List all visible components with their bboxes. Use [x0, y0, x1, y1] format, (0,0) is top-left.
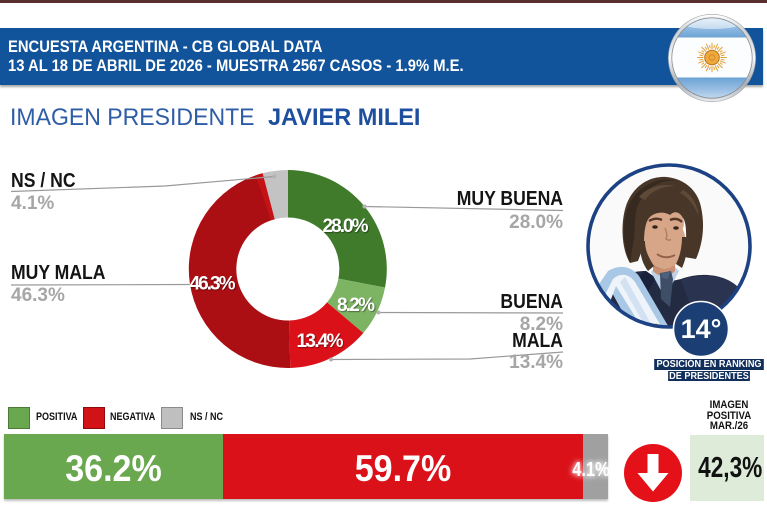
svg-text:14°: 14° — [681, 314, 722, 344]
svg-text:13.4%: 13.4% — [297, 331, 344, 352]
svg-text:46.3%: 46.3% — [190, 274, 236, 295]
svg-text:28.0%: 28.0% — [323, 216, 369, 237]
svg-text:8.2%: 8.2% — [337, 295, 375, 316]
